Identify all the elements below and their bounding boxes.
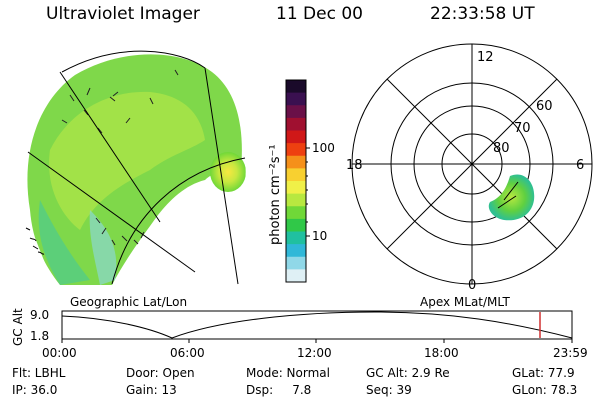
time-label: 22:33:58 UT (430, 4, 535, 24)
info-door: Door: Open (126, 366, 195, 380)
colorbar-ticks (306, 147, 310, 237)
info-glon: GLon: 78.3 (512, 383, 578, 397)
app-title: Ultraviolet Imager (46, 4, 200, 24)
polar-panel-label: Apex MLat/MLT (420, 295, 510, 309)
mlt-label-18: 18 (346, 158, 363, 173)
colorbar-band (286, 193, 306, 207)
colorbar (286, 80, 306, 283)
colorbar-band (286, 168, 306, 182)
info-mode: Mode: Normal (246, 366, 330, 380)
info-gc-alt: GC Alt: 2.9 Re (366, 366, 450, 380)
info-glat: GLat: 77.9 (512, 366, 575, 380)
colorbar-band (286, 206, 306, 220)
mlt-label-6: 6 (576, 158, 584, 173)
lat-label-70: 70 (514, 121, 531, 136)
timeline-frame (61, 310, 573, 340)
timeline-y-tick-min: 1.8 (30, 329, 50, 343)
aurora-hotspot (210, 152, 246, 192)
geo-coast-marks (25, 227, 45, 255)
date-label: 11 Dec 00 (276, 4, 363, 24)
polar-plot (351, 43, 593, 285)
colorbar-band (286, 92, 306, 106)
lat-label-80: 80 (493, 141, 510, 156)
mlt-label-0: 0 (468, 278, 476, 293)
colorbar-band (286, 105, 306, 119)
colorbar-label: photon cm⁻²s⁻¹ (268, 144, 283, 245)
timeline-x-tick-0600: 06:00 (170, 346, 205, 360)
timeline-axis-title: GC Alt (11, 308, 25, 346)
colorbar-band (286, 256, 306, 270)
mlt-label-12: 12 (477, 50, 494, 65)
colorbar-band (286, 155, 306, 169)
colorbar-tick-10: 10 (312, 229, 327, 243)
geographic-image (27, 54, 246, 285)
colorbar-band (286, 80, 306, 94)
colorbar-band (286, 231, 306, 245)
geo-grid-lines (27, 50, 246, 285)
colorbar-band (286, 130, 306, 144)
gc-alt-curve (61, 311, 573, 339)
colorbar-tick-100: 100 (312, 141, 335, 155)
info-gain: Gain: 13 (126, 383, 177, 397)
polar-grid-overlay (497, 181, 519, 209)
timeline-x-tick-1800: 18:00 (424, 346, 459, 360)
lat-label-60: 60 (536, 99, 553, 114)
timeline-x-tick-0000: 00:00 (42, 346, 77, 360)
timeline-x-tick-1200: 12:00 (297, 346, 332, 360)
geo-panel-label: Geographic Lat/Lon (70, 295, 188, 309)
info-seq: Seq: 39 (366, 383, 412, 397)
colorbar-band (286, 117, 306, 131)
info-dsp: Dsp: 7.8 (246, 383, 312, 397)
info-ip: IP: 36.0 (12, 383, 58, 397)
info-flt: Flt: LBHL (12, 366, 66, 380)
colorbar-band (286, 218, 306, 232)
colorbar-band (286, 181, 306, 195)
timeline-y-tick-max: 9.0 (30, 308, 50, 322)
colorbar-frame (285, 79, 307, 283)
timeline-x-ticks (61, 339, 573, 343)
polar-aurora (488, 174, 535, 221)
colorbar-band (286, 269, 306, 283)
timeline-x-tick-2359: 23:59 (553, 346, 588, 360)
colorbar-band (286, 143, 306, 157)
colorbar-band (286, 244, 306, 258)
